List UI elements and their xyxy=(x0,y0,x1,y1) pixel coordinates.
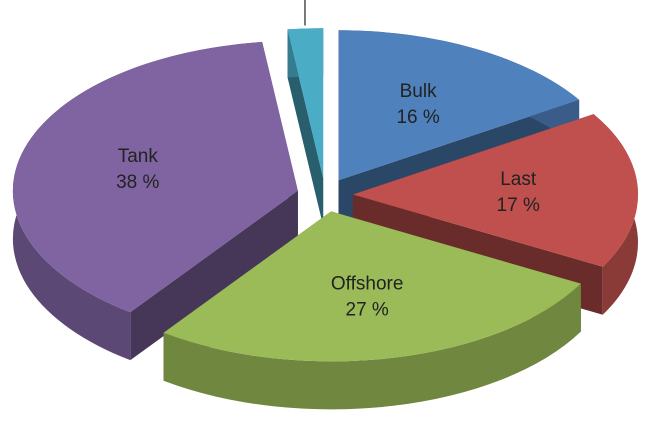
slice-top xyxy=(12,42,298,313)
slice-top xyxy=(352,114,638,267)
slice-value: 2 % xyxy=(279,0,312,2)
slice-label: Tank xyxy=(118,146,159,167)
slice-wall xyxy=(163,283,581,410)
slice-label: Last xyxy=(500,169,537,190)
slice-value: 27 % xyxy=(346,299,389,320)
slice-side xyxy=(130,190,298,361)
slice-top xyxy=(338,30,580,181)
leader-line xyxy=(304,0,306,26)
slice xyxy=(163,211,581,410)
slice-value: 38 % xyxy=(116,172,159,193)
slice-value: 17 % xyxy=(497,195,540,216)
slice-top xyxy=(287,28,324,179)
slice-side xyxy=(287,29,324,227)
slice-top xyxy=(163,211,581,362)
slice-value: 16 % xyxy=(396,107,439,128)
slice xyxy=(12,42,298,361)
slice-label: Offshore xyxy=(331,273,404,294)
slice-label: Bulk xyxy=(400,81,437,102)
slice xyxy=(287,28,324,227)
